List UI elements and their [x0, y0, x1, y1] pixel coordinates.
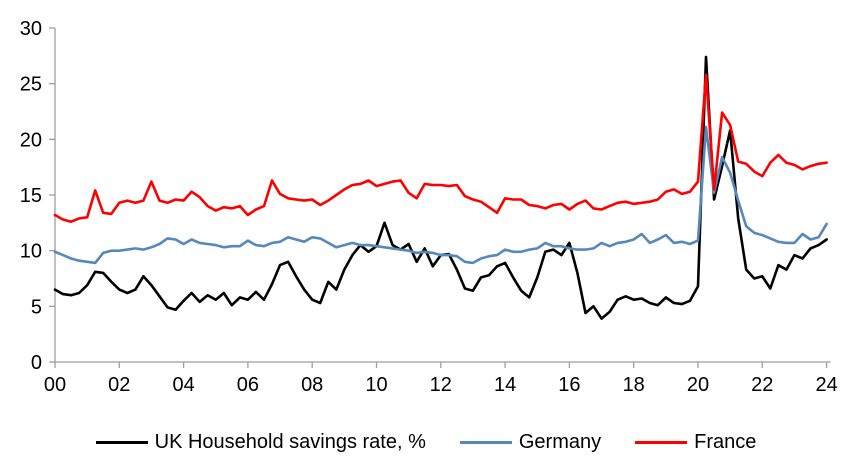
- x-axis-tick-label: 14: [494, 374, 516, 396]
- x-axis-tick-label: 00: [44, 374, 66, 396]
- y-axis-tick-label: 25: [20, 74, 42, 96]
- series-line-germany: [53, 125, 828, 265]
- y-axis-tick-label: 10: [20, 241, 42, 263]
- uk-line-swatch-icon: [95, 440, 148, 444]
- y-axis-tick-label: 30: [20, 18, 42, 40]
- plot-area: 0 5 10 15 20 25 30 00 02 04 06 08 10 12 14 16 18 20 22 24: [20, 18, 838, 396]
- legend-item-uk: UK Household savings rate, %: [95, 430, 426, 454]
- legend-label-france: France: [694, 430, 757, 453]
- legend-label-uk: UK Household savings rate, %: [154, 430, 426, 453]
- y-axis-tick-label: 0: [31, 352, 42, 374]
- y-axis-tick-label: 15: [20, 185, 42, 207]
- france-line-swatch-icon: [635, 440, 688, 444]
- x-axis-tick-label: 02: [108, 374, 130, 396]
- germany-line-swatch-icon: [459, 440, 512, 444]
- x-axis-tick-label: 24: [815, 374, 837, 396]
- legend-item-france: France: [635, 431, 756, 454]
- series-line-france: [53, 73, 828, 223]
- x-axis-tick-label: 18: [623, 374, 645, 396]
- y-axis-tick-label: 5: [31, 296, 42, 318]
- series-line-uk-household-savings-rate: [53, 55, 828, 320]
- x-axis-tick-label: 10: [365, 374, 387, 396]
- chart-legend: UK Household savings rate, % Germany Fra…: [0, 424, 852, 460]
- x-axis-tick-label: 12: [430, 374, 452, 396]
- x-axis-tick-label: 16: [558, 374, 580, 396]
- legend-label-germany: Germany: [518, 430, 602, 453]
- legend-item-germany: Germany: [459, 430, 602, 454]
- x-axis-tick-label: 04: [172, 374, 194, 396]
- x-axis-tick-label: 20: [687, 374, 709, 396]
- x-axis-tick-label: 22: [751, 374, 773, 396]
- x-axis-tick-label: 08: [301, 374, 323, 396]
- x-axis-tick-label: 06: [237, 374, 259, 396]
- y-axis-tick-label: 20: [20, 129, 42, 151]
